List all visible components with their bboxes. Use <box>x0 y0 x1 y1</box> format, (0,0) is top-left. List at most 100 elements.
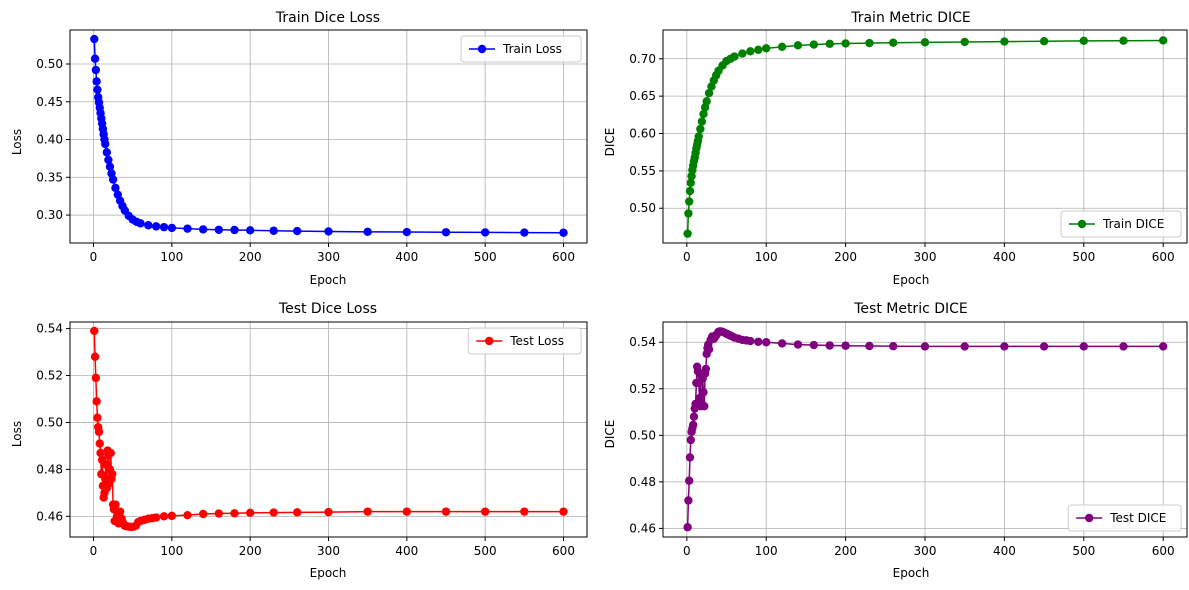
data-point <box>809 40 819 49</box>
data-point <box>480 228 490 237</box>
data-point <box>198 509 208 519</box>
data-point <box>520 507 529 516</box>
x-tick-label: 400 <box>395 250 418 264</box>
x-tick-label: 500 <box>1072 250 1095 264</box>
x-tick-label: 400 <box>993 250 1016 264</box>
y-axis-label: Loss <box>10 421 24 447</box>
x-tick-label: 100 <box>160 250 183 264</box>
legend: Test DICE <box>1067 504 1182 532</box>
x-tick-label: 300 <box>914 544 937 558</box>
y-tick-label: 0.46 <box>36 509 63 523</box>
y-axis-label: DICE <box>603 128 617 157</box>
x-tick-label: 200 <box>239 250 262 264</box>
chart-title: Train Dice Loss <box>275 10 380 26</box>
data-point <box>167 223 177 233</box>
y-tick-label: 0.70 <box>629 52 656 66</box>
data-point <box>1039 37 1049 46</box>
legend-box <box>467 327 582 355</box>
data-point <box>520 228 529 237</box>
x-tick-label: 100 <box>160 544 183 558</box>
y-axis-label: Loss <box>10 129 24 155</box>
data-point <box>183 510 192 520</box>
x-tick-label: 600 <box>552 544 575 558</box>
data-point <box>559 228 568 237</box>
data-point <box>684 209 693 218</box>
plot-area: 0 100 200 300 400 500 600 0.30 0.35 0.40 0.45 0.50 T… <box>36 29 588 264</box>
x-tick-label: 600 <box>1152 250 1175 264</box>
data-point <box>91 373 101 383</box>
data-point <box>683 229 692 238</box>
plot-area: 0 100 200 300 400 500 600 0.50 0.55 0.60 0.65 0.70 T… <box>629 29 1188 264</box>
data-point <box>214 509 224 518</box>
data-point <box>960 342 969 351</box>
data-point <box>738 49 747 58</box>
data-point <box>92 397 101 406</box>
x-axis-label: Epoch <box>310 273 347 287</box>
data-point <box>402 227 412 237</box>
x-tick-label: 200 <box>239 544 262 558</box>
x-tick-label: 500 <box>1072 544 1095 558</box>
legend-label: Train Loss <box>502 42 562 56</box>
data-point <box>889 38 898 47</box>
data-point <box>685 453 695 462</box>
data-point <box>90 34 99 44</box>
data-point <box>95 439 104 448</box>
plot-area: 0 100 200 300 400 500 600 0.46 0.48 0.50 0.52 0.54 T… <box>36 321 588 558</box>
data-point <box>1000 342 1009 351</box>
panel-train-metric-dice: Train Metric DICE Epoch DICE <box>603 10 971 287</box>
data-point <box>762 44 771 53</box>
data-point <box>245 508 255 518</box>
x-tick-label: 500 <box>474 544 497 558</box>
legend-marker <box>1077 219 1087 229</box>
x-tick-label: 200 <box>834 250 857 264</box>
data-point <box>701 364 711 374</box>
data-point <box>94 427 104 437</box>
data-point <box>402 507 412 516</box>
y-tick-label: 0.60 <box>629 127 656 141</box>
y-tick-label: 0.30 <box>36 208 63 222</box>
data-point <box>90 352 100 361</box>
data-point <box>183 224 192 233</box>
x-tick-label: 100 <box>755 250 778 264</box>
data-point <box>694 132 703 141</box>
data-point <box>777 42 787 52</box>
data-point <box>91 65 101 75</box>
data-point <box>167 511 177 521</box>
y-tick-label: 0.65 <box>629 89 656 103</box>
data-point <box>111 500 120 509</box>
data-point <box>104 155 113 165</box>
legend-label: Test DICE <box>1109 511 1166 525</box>
data-point <box>90 326 99 336</box>
x-axis-label: Epoch <box>310 566 347 580</box>
x-axis-label: Epoch <box>893 566 930 580</box>
y-tick-label: 0.52 <box>629 382 656 396</box>
data-point <box>441 228 451 237</box>
data-point <box>269 508 278 517</box>
y-tick-label: 0.50 <box>629 201 656 215</box>
data-point <box>292 226 302 236</box>
data-point <box>685 186 695 196</box>
data-point <box>960 37 969 47</box>
data-point <box>292 508 302 517</box>
x-tick-label: 200 <box>834 544 857 558</box>
x-tick-label: 100 <box>755 544 778 558</box>
data-point <box>825 39 834 49</box>
data-point <box>685 197 694 206</box>
data-point <box>702 97 711 106</box>
y-tick-label: 0.55 <box>629 164 656 178</box>
legend: Train DICE <box>1060 210 1182 238</box>
data-point <box>105 162 115 171</box>
data-point <box>704 345 714 354</box>
legend-label: Test Loss <box>509 334 564 348</box>
data-point <box>685 476 694 485</box>
data-point <box>1079 342 1088 351</box>
data-point <box>214 225 224 234</box>
data-point <box>363 227 372 237</box>
legend-box <box>1067 504 1182 532</box>
data-point <box>559 507 568 516</box>
y-tick-label: 0.48 <box>629 475 656 489</box>
data-point <box>269 226 278 235</box>
data-point <box>144 221 153 230</box>
